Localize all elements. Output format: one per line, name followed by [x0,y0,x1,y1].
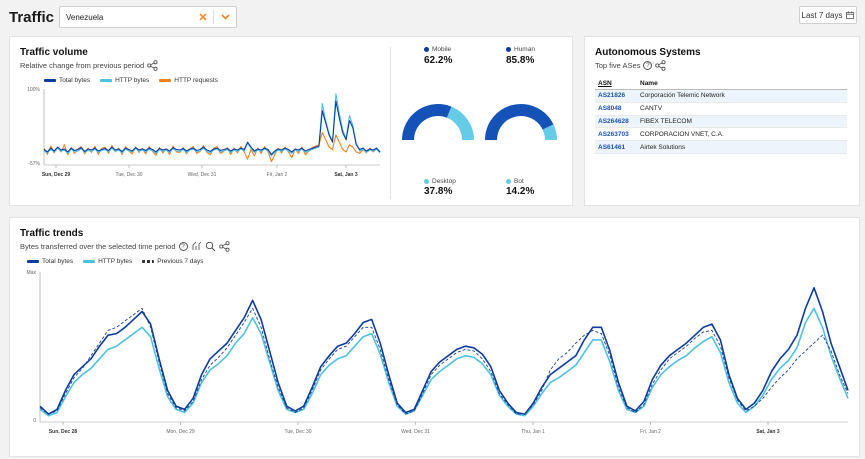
gauge-primary-arc [485,104,554,141]
x-tick-label: Wed, Dec 31 [188,172,217,178]
x-tick-label: Sat, Jan 3 [756,429,780,435]
legend-http-requests[interactable]: HTTP requests [159,77,218,84]
traffic-volume-subtitle-row: Relative change from previous period [20,60,158,71]
human-bot-gauge [485,104,557,141]
asn-link[interactable]: AS264628 [595,115,637,129]
legend-total-bytes[interactable]: Total bytes [44,77,90,84]
x-tick-label: Thu, Jan 1 [521,429,545,435]
x-tick-label: Mon, Dec 29 [166,429,195,435]
date-range-button[interactable]: Last 7 days [799,6,857,24]
x-tick-label: Sun, Dec 28 [49,429,78,435]
traffic-volume-card: Traffic volume Relative change from prev… [9,36,573,206]
compare-icon[interactable] [191,241,202,252]
series-line-http-bytes [43,93,381,157]
select-divider [213,10,214,24]
share-icon[interactable] [218,241,230,252]
help-icon[interactable]: ? [178,242,188,251]
donut-value-desktop: 37.8% [424,186,453,197]
asn-name: CANTV [637,102,847,116]
legend-http-bytes[interactable]: HTTP bytes [83,258,132,265]
calendar-icon [846,11,855,19]
x-tick-label: Fri, Jan 2 [640,429,661,435]
chevron-down-icon[interactable] [214,14,236,20]
page-title: Traffic in [9,9,72,26]
table-row: AS8048 CANTV [595,102,847,116]
asn-name: Airtek Solutions [637,140,847,154]
series-line-total-bytes [43,100,381,155]
series-line-total-bytes [39,286,849,415]
table-row: AS61461 Airtek Solutions [595,140,847,154]
asn-name: CORPORACION VNET, C.A. [637,127,847,142]
x-tick-label: Fri, Jan 2 [267,172,288,178]
y-tick-bottom: -57% [28,161,40,167]
gauge-primary-arc [402,104,452,141]
x-tick-label: Tue, Dec 30 [115,172,142,178]
x-tick-label: Sun, Dec 29 [42,172,71,178]
traffic-trends-card: Traffic trends Bytes transferred over th… [9,217,860,457]
traffic-volume-legend: Total bytes HTTP bytes HTTP requests [44,77,218,84]
x-tick-label: Sat, Jan 3 [334,172,358,178]
y-tick-bottom: 0 [33,418,36,424]
table-row: AS263703 CORPORACION VNET, C.A. [595,127,847,142]
share-icon[interactable] [655,60,666,71]
mobile-desktop-gauge [402,104,474,141]
donut-value-mobile: 62.2% [424,55,453,66]
clear-icon[interactable]: ✕ [198,11,208,24]
series-line-previous-7-days [39,307,849,415]
legend-total-bytes[interactable]: Total bytes [27,258,73,265]
asn-link[interactable]: AS8048 [595,102,637,116]
legend-previous-7-days[interactable]: Previous 7 days [142,258,204,265]
donut-label-bot: Bot [506,178,524,185]
asn-title: Autonomous Systems [595,47,701,58]
table-row: AS21826 Corporación Telemic Network [595,89,847,103]
asn-subtitle-row: Top five ASes ? [595,60,666,71]
traffic-trends-subtitle-row: Bytes transferred over the selected time… [20,241,230,252]
asn-column-header[interactable]: ASN [595,78,637,90]
card-divider [390,47,391,199]
traffic-trends-legend: Total bytes HTTP bytes Previous 7 days [27,258,204,265]
zoom-icon[interactable] [205,241,216,252]
traffic-trends-chart: Max 0 Sun, Dec 28 Mon, Dec 29 Tue, Dec 30 Wed… [27,270,849,435]
asn-subtitle: Top five ASes [595,61,641,70]
legend-http-bytes[interactable]: HTTP bytes [100,77,149,84]
asn-name: FIBEX TELECOM [637,115,847,129]
gauge-secondary-arc [542,124,557,141]
share-icon[interactable] [147,60,158,71]
asn-name: Corporación Telemic Network [637,89,847,103]
x-tick-label: Tue, Dec 30 [284,429,311,435]
series-line-http-bytes [39,307,849,417]
y-tick-top: 100% [27,87,40,93]
autonomous-systems-card: Autonomous Systems Top five ASes ? ASN N… [584,36,860,206]
traffic-trends-title: Traffic trends [20,228,84,239]
traffic-volume-subtitle: Relative change from previous period [20,61,145,70]
table-row: AS264628 FIBEX TELECOM [595,115,847,129]
donut-label-mobile: Mobile [424,46,451,53]
name-column-header: Name [637,78,847,90]
donut-value-human: 85.8% [506,55,535,66]
x-tick-label: Wed, Dec 31 [401,429,430,435]
asn-link[interactable]: AS263703 [595,127,637,142]
help-icon[interactable]: ? [643,61,653,70]
date-range-label: Last 7 days [801,10,843,20]
donut-label-desktop: Desktop [424,178,456,185]
donut-value-bot: 14.2% [506,186,535,197]
asn-link[interactable]: AS21826 [595,89,637,103]
traffic-volume-title: Traffic volume [20,47,88,58]
traffic-volume-chart: 100% -57%Sun, Dec 29 Tue, Dec 30 Wed, Dec 3… [27,87,381,178]
asn-table: ASN Name AS21826 Corporación Telemic Netw… [595,78,847,154]
country-value: Venezuela [66,12,104,22]
gauge-secondary-arc [446,106,474,141]
traffic-trends-subtitle: Bytes transferred over the selected time… [20,242,176,251]
asn-link[interactable]: AS61461 [595,140,637,154]
donut-label-human: Human [506,46,535,53]
y-tick-top: Max [27,270,37,276]
country-select[interactable]: Venezuela ✕ [59,6,237,28]
asn-table-header: ASN Name [595,78,847,90]
